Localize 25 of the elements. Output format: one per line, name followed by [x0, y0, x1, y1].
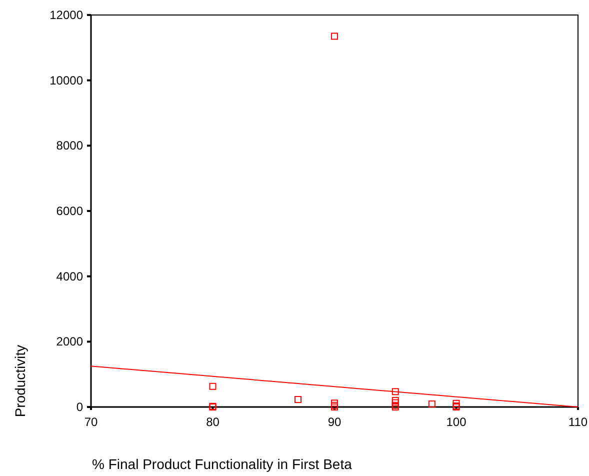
y-axis-title: Productivity: [12, 344, 28, 418]
x-tick-label: 100: [446, 415, 467, 429]
point: [331, 400, 338, 407]
point: [209, 382, 216, 390]
point: [392, 399, 399, 406]
point: [452, 400, 460, 407]
y-tick-label: 2000: [56, 334, 84, 349]
point: [294, 396, 302, 403]
y-tick-label: 4000: [56, 269, 84, 284]
x-tick-label: 110: [568, 415, 588, 429]
y-tick-label: 12000: [50, 8, 84, 22]
y-tick-label: 6000: [56, 204, 84, 218]
point: [428, 400, 436, 408]
point: [392, 402, 399, 409]
y-tick-label: 0: [76, 400, 84, 414]
x-tick-label: 70: [84, 415, 98, 429]
point: [392, 404, 399, 410]
y-tick-label: 10000: [50, 73, 84, 88]
x-tick-label: 80: [206, 415, 220, 429]
x-tick-label: 90: [328, 415, 342, 429]
point: [392, 388, 399, 396]
y-tick-label: 8000: [56, 138, 84, 153]
point: [392, 396, 399, 404]
point: [331, 32, 338, 40]
x-axis-title: % Final Product Functionality in First Beta: [92, 456, 352, 472]
